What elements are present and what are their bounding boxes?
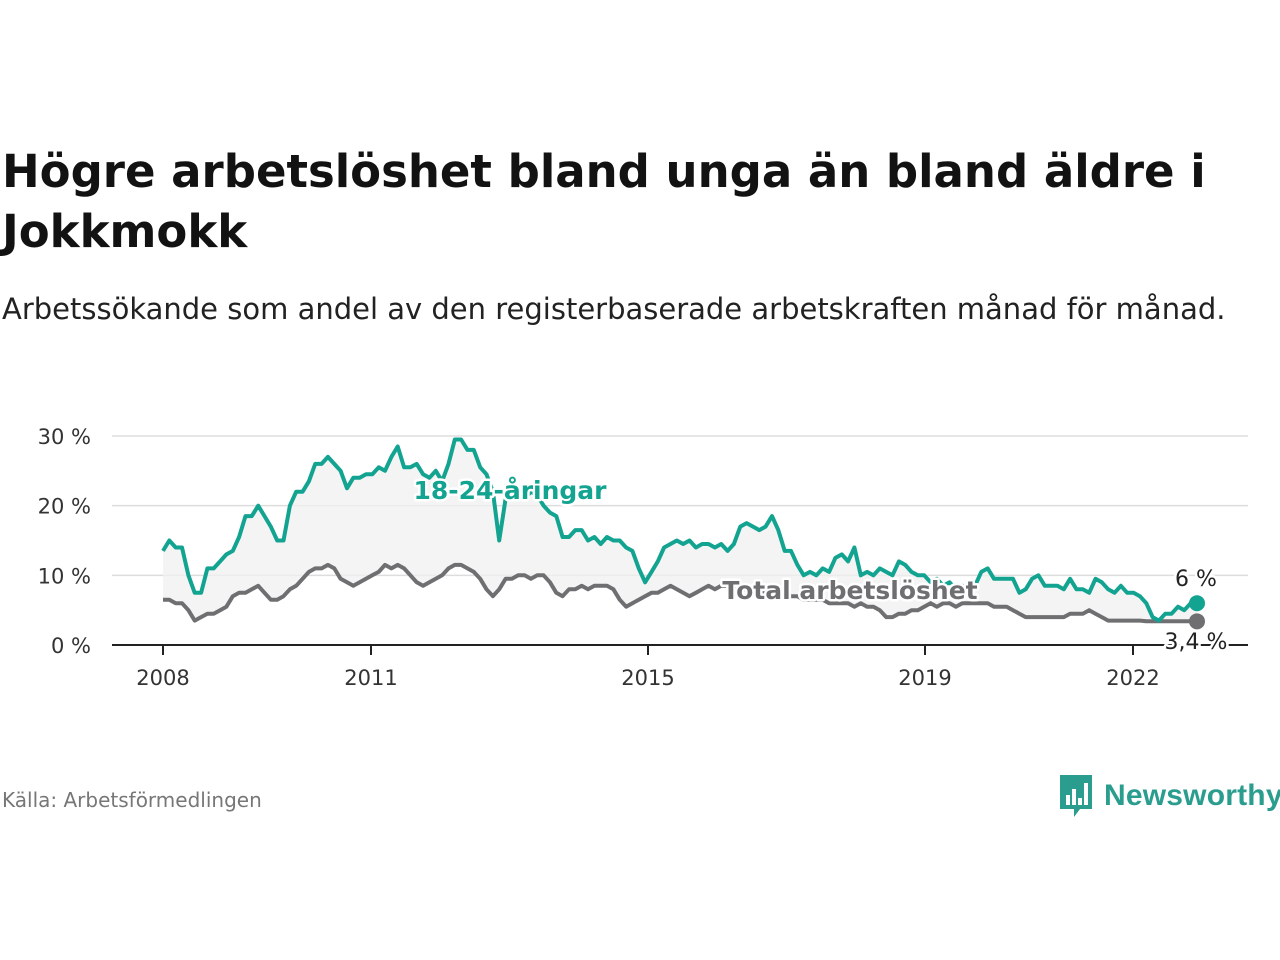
youth-end-value: 6 % — [1175, 567, 1217, 592]
x-tick-label: 2019 — [898, 666, 951, 690]
x-tick-label: 2022 — [1106, 666, 1159, 690]
x-tick-label: 2015 — [621, 666, 674, 690]
x-tick-label: 2011 — [344, 666, 397, 690]
total-series-label: Total arbetslöshet — [722, 576, 977, 605]
x-tick-label: 2008 — [136, 666, 189, 690]
total-end-value: 3,4 % — [1165, 630, 1228, 655]
line-chart: 0 % 10 % 20 % 30 % 2008 2011 2015 2019 2022 18-… — [38, 425, 1248, 690]
y-axis-ticks: 0 % 10 % 20 % 30 % — [38, 425, 91, 658]
source-note: Källa: Arbetsförmedlingen — [2, 788, 262, 812]
chart-title: Högre arbetslöshet bland unga än bland ä… — [2, 145, 1206, 258]
youth-unemployment-line — [161, 437, 1197, 623]
newsworthy-logo[interactable]: Newsworthy — [1058, 772, 1280, 820]
youth-series-label: 18-24-åringar — [414, 476, 608, 505]
total-unemployment-line — [163, 562, 1197, 624]
y-tick-label: 20 % — [38, 495, 91, 519]
brand-name: Newsworthy — [1104, 779, 1280, 812]
chart-subtitle: Arbetssökande som andel av den registerb… — [2, 292, 1226, 326]
newsworthy-chart-icon — [1060, 775, 1092, 817]
youth-end-marker — [1189, 595, 1205, 612]
difference-band — [163, 439, 1197, 622]
y-tick-label: 10 % — [38, 564, 91, 588]
y-tick-label: 0 % — [51, 634, 91, 658]
y-tick-label: 30 % — [38, 425, 91, 449]
total-end-marker — [1189, 613, 1205, 630]
x-axis-ticks: 2008 2011 2015 2019 2022 — [136, 645, 1160, 690]
